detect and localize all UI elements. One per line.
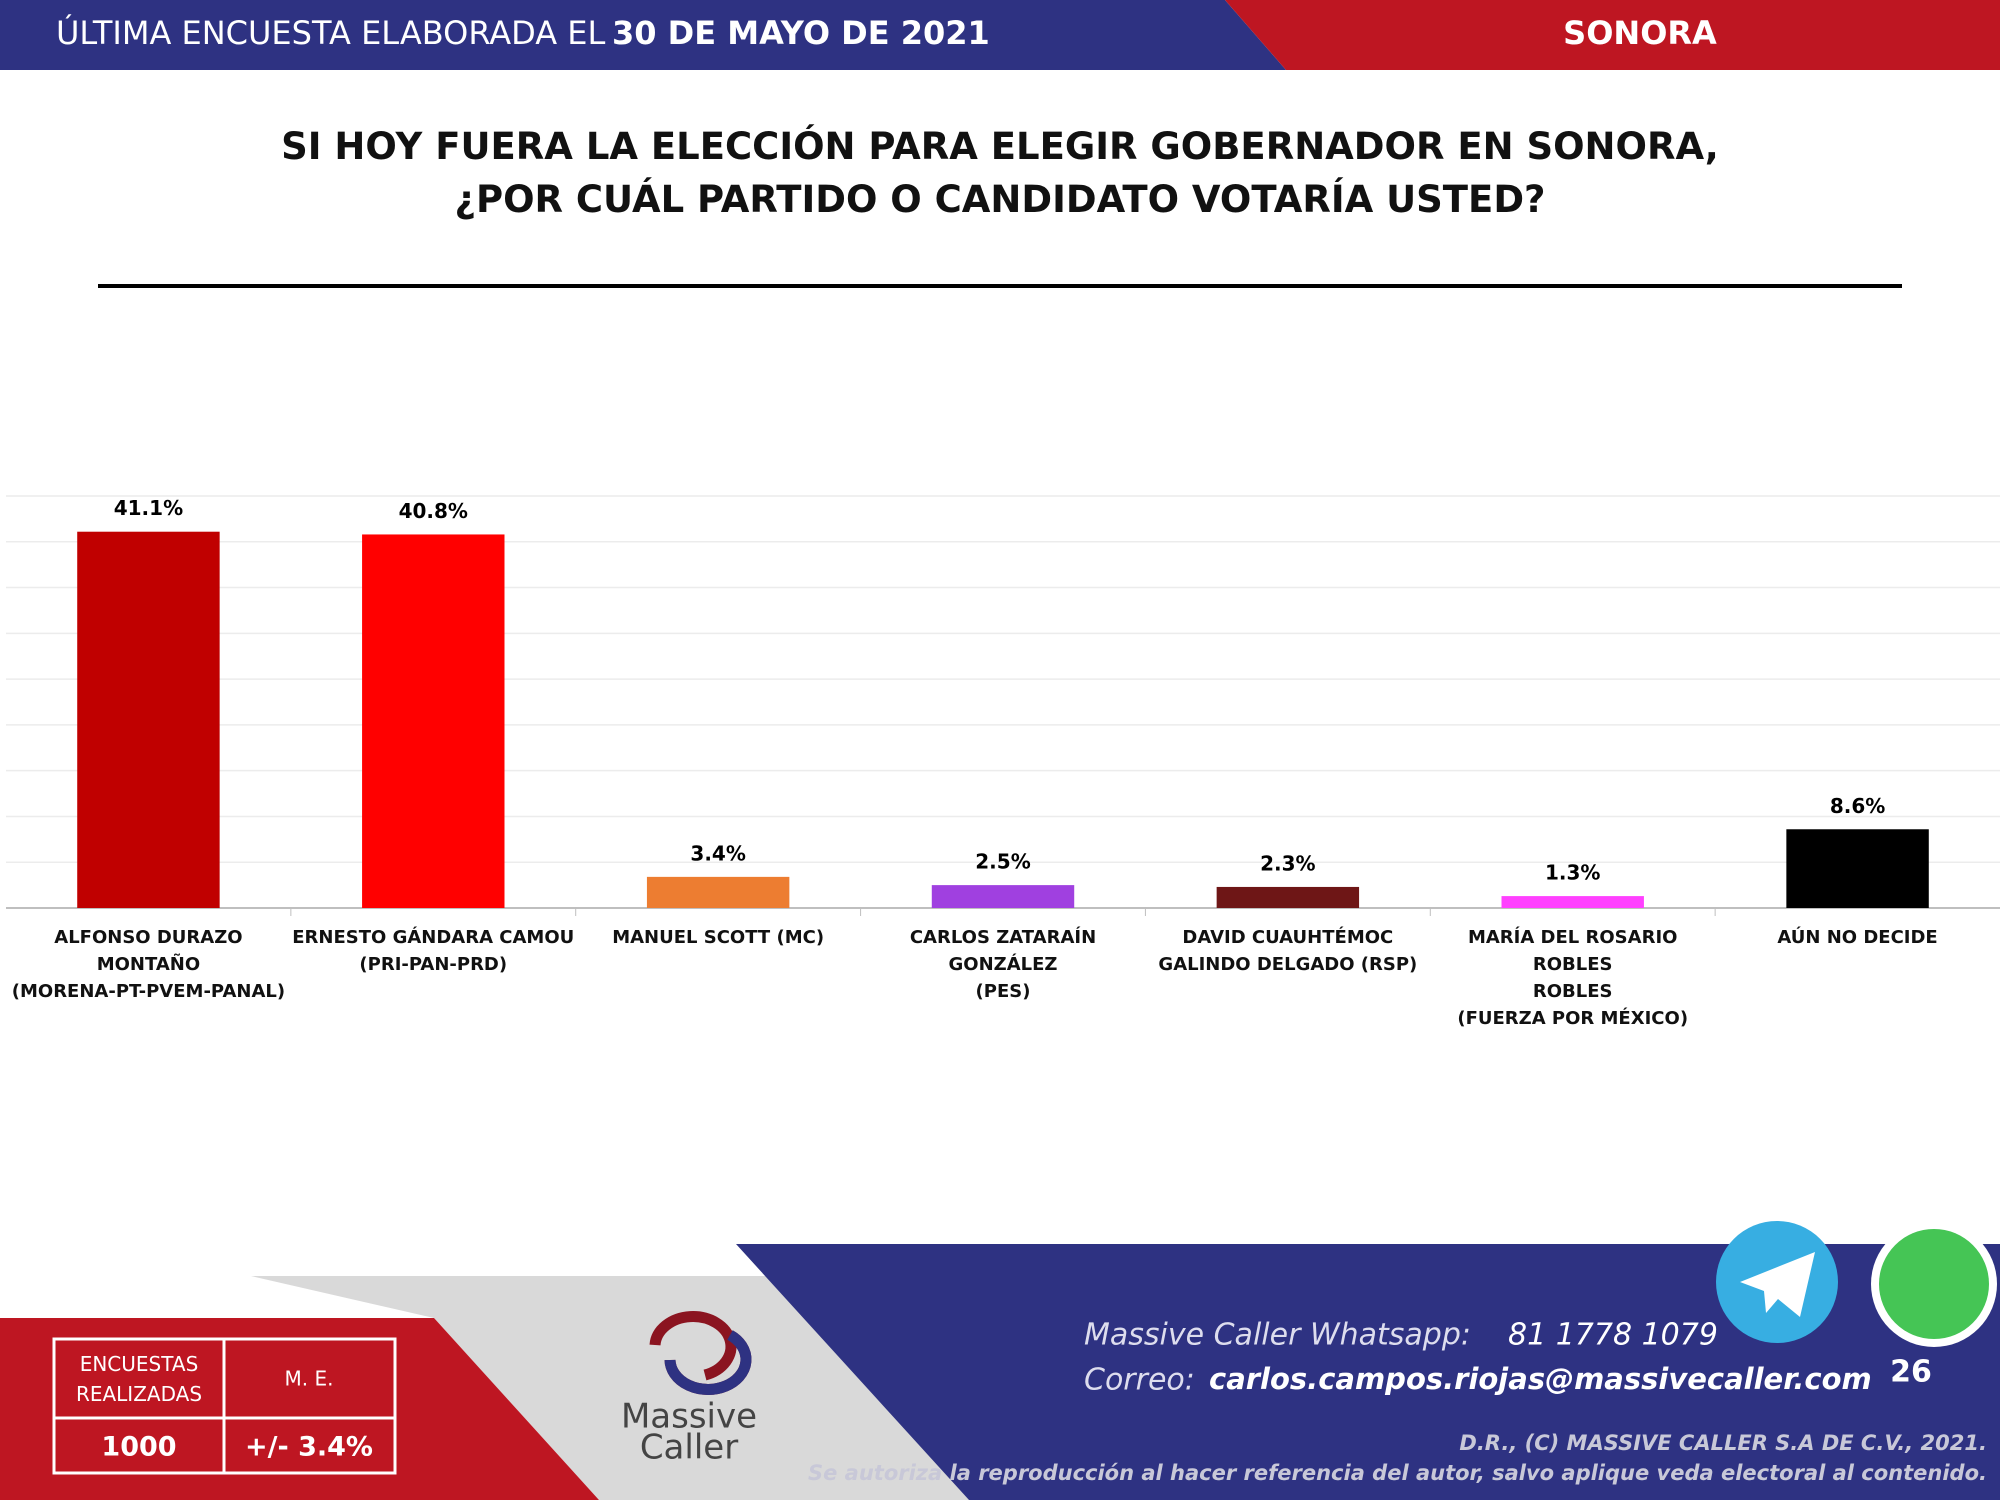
whatsapp: 81 1778 1079: [1508, 1318, 1718, 1353]
bar: [646, 876, 790, 908]
margin: +/- 3.4%: [245, 1432, 373, 1463]
header-band-red: [1225, 0, 2000, 70]
value-label: 8.6%: [1830, 794, 1885, 818]
email-label: Correo:: [1084, 1363, 1195, 1398]
value-label: 40.8%: [399, 499, 468, 523]
page-number: 26: [1890, 1355, 1932, 1390]
value-label: 3.4%: [690, 841, 745, 865]
whatsapp-label: Massive Caller Whatsapp:: [1084, 1318, 1471, 1353]
whatsapp-icon-inner: [1879, 1229, 1989, 1339]
surveys: 1000: [101, 1432, 176, 1463]
bar: [1786, 829, 1929, 908]
value-label: 2.5%: [975, 850, 1030, 874]
bar: [1216, 886, 1360, 908]
x-tick-label: MARÍA DEL ROSARIO ROBLES ROBLES (FUERZA …: [1457, 927, 1689, 1029]
telegram-glyph: [1740, 1252, 1815, 1317]
bar: [362, 534, 505, 908]
chart-title: SI HOY FUERA LA ELECCIÓN PARA ELEGIR GOB…: [281, 125, 1719, 221]
value-label: 1.3%: [1545, 861, 1600, 885]
bar: [77, 531, 220, 908]
logo-text: Caller: [640, 1428, 738, 1468]
x-tick-label: ALFONSO DURAZO MONTAÑO (MORENA-PT-PVEM-P…: [11, 927, 286, 1002]
footer-red: [0, 1318, 599, 1500]
footer-gray: [251, 1276, 969, 1500]
x-tick-label: ERNESTO GÁNDARA CAMOU (PRI-PAN-PRD): [292, 927, 575, 975]
notice: Se autoriza la reproducción al hacer ref…: [808, 1461, 1987, 1485]
footer-blue: [736, 1244, 2000, 1500]
bar: [931, 885, 1075, 908]
x-tick-label: MANUEL SCOTT (MC): [612, 927, 825, 948]
logo-mark: [664, 1330, 752, 1395]
value-label: 41.1%: [114, 496, 183, 520]
x-tick-label: CARLOS ZATARAÍN GONZÁLEZ (PES): [909, 927, 1097, 1002]
margin-header: M. E.: [285, 1367, 334, 1391]
x-tick-label: AÚN NO DECIDE: [1777, 927, 1938, 948]
bar: [1501, 896, 1644, 908]
survey-header: ENCUESTAS REALIZADAS: [75, 1352, 203, 1406]
header-prefix: ÚLTIMA ENCUESTA ELABORADA EL: [56, 13, 606, 52]
value-label: 2.3%: [1260, 851, 1315, 875]
email: carlos.campos.riojas@massivecaller.com: [1209, 1362, 1872, 1396]
x-tick-label: DAVID CUAUHTÉMOC GALINDO DELGADO (RSP): [1158, 927, 1418, 975]
header-date: 30 DE MAYO DE 2021: [612, 14, 990, 52]
header-band: [0, 0, 1286, 70]
header-state: SONORA: [1563, 14, 1717, 52]
logo-text: Massive: [621, 1397, 757, 1437]
copyright: D.R., (C) MASSIVE CALLER S.A DE C.V., 20…: [1459, 1431, 1987, 1455]
